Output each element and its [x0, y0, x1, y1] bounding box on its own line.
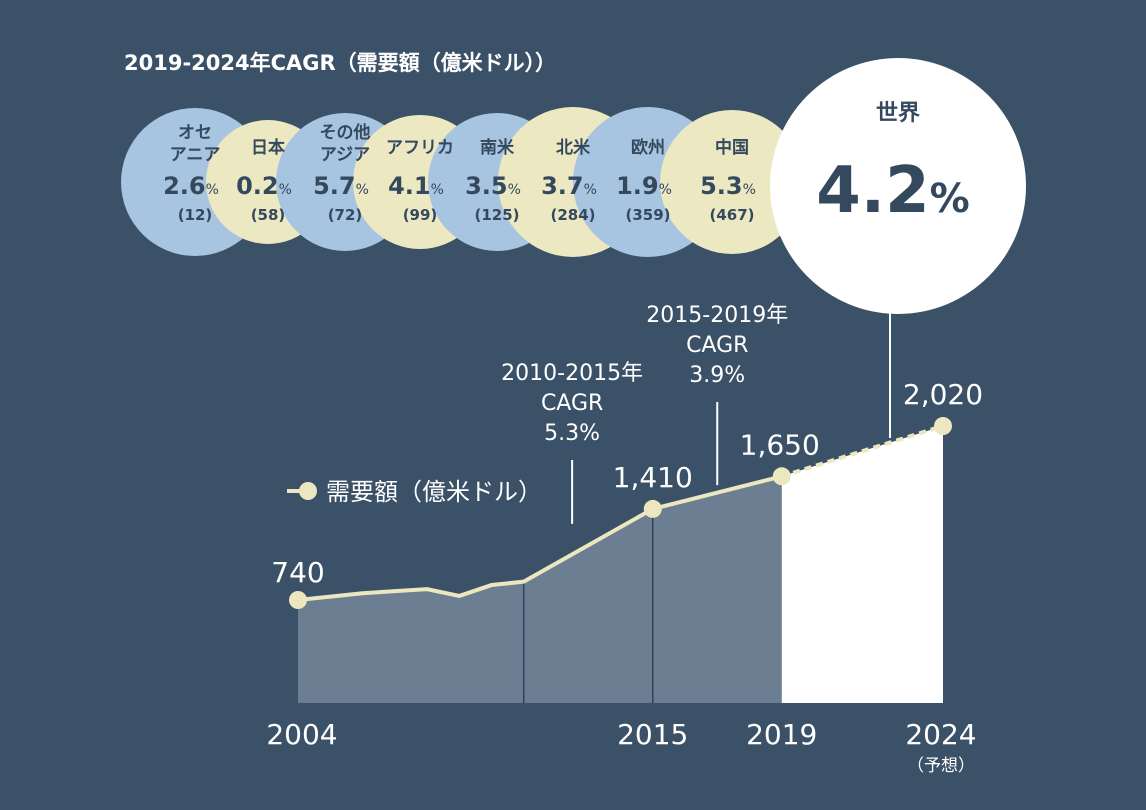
data-point-label: 2,020	[903, 378, 983, 411]
region-demand: (58)	[251, 206, 286, 224]
region-demand: (467)	[709, 206, 754, 224]
annotation-text: 3.9%	[689, 363, 745, 388]
x-axis-labels: 2004 2015 2019 2024 （予想）	[266, 718, 976, 776]
data-point-label: 1,410	[613, 461, 693, 494]
region-name: 南米	[480, 137, 515, 158]
data-point-marker	[934, 417, 952, 435]
chart-title: 2019-2024年CAGR（需要額（億米ドル））	[124, 51, 556, 75]
region-label-group: 中国 5.3% (467)	[700, 137, 756, 224]
annotation-text: CAGR	[686, 333, 748, 358]
historical-area	[298, 476, 782, 703]
x-tick-label: 2015	[617, 718, 688, 751]
data-point-marker	[772, 467, 791, 486]
region-cagr: 5.7%	[313, 172, 369, 200]
region-cagr: 5.3%	[700, 172, 756, 200]
demand-line	[297, 474, 783, 602]
region-name: 中国	[715, 137, 749, 158]
x-tick-sublabel: （予想）	[907, 756, 975, 776]
annotation-text: CAGR	[541, 391, 603, 416]
region-label-group: 北米 3.7% (284)	[541, 137, 597, 224]
region-demand: (359)	[625, 206, 670, 224]
region-cagr: 1.9%	[616, 172, 672, 200]
legend-label: 需要額（億米ドル）	[326, 478, 542, 506]
region-label-group: その他アジア 5.7% (72)	[313, 122, 370, 224]
forecast-area	[781, 426, 943, 703]
forecast-line	[781, 424, 944, 479]
cagr-annotation: 2010-2015年 CAGR 5.3%	[501, 361, 643, 524]
region-name: 欧州	[631, 137, 665, 158]
region-demand: (99)	[403, 206, 438, 224]
region-name: オセアニア	[170, 123, 221, 165]
data-point-label: 740	[271, 556, 324, 589]
x-tick-label: 2019	[746, 718, 817, 751]
region-demand: (72)	[328, 206, 363, 224]
region-label-group: 南米 3.5% (125)	[465, 137, 521, 224]
region-label-group: 日本 0.2% (58)	[236, 137, 292, 224]
region-label-group: アフリカ 4.1% (99)	[386, 138, 454, 224]
world-name: 世界	[876, 101, 920, 126]
region-demand: (125)	[474, 206, 519, 224]
world-cagr: 4.2%	[816, 154, 969, 228]
region-name: 日本	[251, 137, 285, 158]
data-point-marker	[643, 499, 662, 518]
x-tick-label: 2024	[905, 718, 976, 751]
region-cagr: 0.2%	[236, 172, 292, 200]
annotation-text: 2015-2019年	[646, 303, 788, 328]
x-tick-label: 2004	[266, 718, 337, 751]
world-bubble	[770, 58, 1026, 314]
region-demand: (12)	[178, 206, 213, 224]
annotation-text: 2010-2015年	[501, 361, 643, 386]
region-label-group: オセアニア 2.6% (12)	[163, 123, 220, 224]
region-bubbles: オセアニア 2.6% (12) 日本 0.2% (58) その他アジア 5.7% (72) アフリ…	[121, 107, 804, 257]
region-name: アフリカ	[386, 138, 454, 158]
region-cagr: 3.7%	[541, 172, 597, 200]
region-label-group: 欧州 1.9% (359)	[616, 137, 672, 224]
region-cagr: 4.1%	[388, 172, 444, 200]
data-point-marker	[289, 591, 307, 609]
legend-marker-swatch	[299, 482, 317, 500]
cagr-annotation: 2015-2019年 CAGR 3.9%	[646, 303, 788, 486]
region-demand: (284)	[550, 206, 595, 224]
region-bubble	[660, 110, 804, 254]
region-name: 北米	[556, 137, 591, 158]
annotation-text: 5.3%	[544, 421, 600, 446]
region-name: その他アジア	[320, 122, 371, 165]
data-point-label: 1,650	[740, 428, 820, 461]
region-cagr: 2.6%	[163, 172, 219, 200]
legend: 需要額（億米ドル）	[287, 478, 542, 506]
region-cagr: 3.5%	[465, 172, 521, 200]
